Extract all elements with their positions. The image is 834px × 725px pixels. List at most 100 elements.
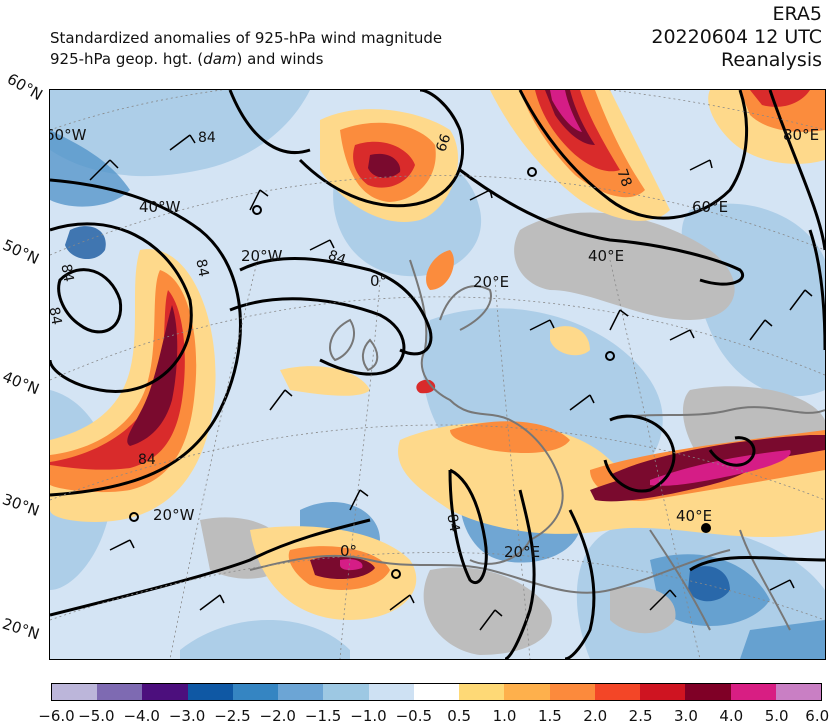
contour-ridge-west xyxy=(50,178,242,497)
lat-label-40n: 40°N xyxy=(0,367,42,399)
colorbar-tick-label: −1.0 xyxy=(350,707,387,725)
colorbar xyxy=(51,683,822,701)
lon-label-20e-north: 20°E xyxy=(473,273,510,291)
chart-title: Standardized anomalies of 925-hPa wind m… xyxy=(50,28,442,70)
colorbar-segment xyxy=(142,684,188,700)
colorbar-segment xyxy=(504,684,550,700)
dataset-label: ERA5 xyxy=(772,3,822,25)
wind-barb xyxy=(479,609,503,631)
anomaly-pos-orange xyxy=(50,90,825,590)
colorbar-tick-label: 1.0 xyxy=(492,707,517,725)
pressure-center xyxy=(252,205,262,215)
contour-84-south xyxy=(50,518,371,617)
lat-label-20n: 20°N xyxy=(0,614,42,644)
lon-label-20w-south: 20°W xyxy=(153,506,195,524)
lon-label-40e-north: 40°E xyxy=(588,247,625,265)
map-panel: 84 84 84 66 78 84 84 84 84 60°W 40°W 20°… xyxy=(49,89,826,660)
colorbar-segment xyxy=(685,684,731,700)
contour-center-84 xyxy=(239,256,433,356)
lat-label-60n: 60°N xyxy=(4,69,46,105)
colorbar-tick-label: 2.0 xyxy=(583,707,608,725)
contour-label: 84 xyxy=(198,130,216,146)
wind-barb xyxy=(609,309,629,331)
wind-barb xyxy=(649,589,677,611)
lon-label-40e-south: 40°E xyxy=(676,507,713,525)
wind-barb xyxy=(749,319,773,341)
lon-label-60e: 60°E xyxy=(692,198,729,216)
wind-barb xyxy=(349,489,369,511)
colorbar-tick-label: −0.5 xyxy=(395,707,433,725)
colorbar-segment xyxy=(278,684,324,700)
wind-barbs xyxy=(89,134,813,631)
colorbar-tick-label: 4.0 xyxy=(719,707,744,725)
pressure-center xyxy=(605,351,615,361)
coastline-europe xyxy=(329,259,564,565)
wind-barb xyxy=(789,289,813,311)
colorbar-segment xyxy=(323,684,369,700)
contour-north-ring xyxy=(228,90,311,154)
geopotential-contours xyxy=(50,90,825,659)
colorbar-segment xyxy=(730,684,776,700)
anomaly-neg-light xyxy=(50,90,825,659)
colorbar-tick-label: −5.0 xyxy=(78,707,115,725)
graticule-20n xyxy=(50,552,825,621)
colorbar-segment xyxy=(594,684,641,700)
contour-med-loop xyxy=(448,468,488,584)
title-line-2: 925-hPa geop. hgt. (dam) and winds xyxy=(50,49,442,70)
colorbar-tick-label: 1.5 xyxy=(537,707,562,725)
wind-barb xyxy=(109,539,135,551)
contour-label: 84 xyxy=(443,512,463,534)
title-unit: dam xyxy=(203,50,237,68)
anomaly-neg-mid xyxy=(50,130,825,659)
contour-label: 84 xyxy=(57,262,77,284)
pressure-center xyxy=(129,512,139,522)
contour-east-far xyxy=(768,90,825,251)
lat-label-50n: 50°N xyxy=(0,235,42,269)
wind-barb xyxy=(269,389,293,411)
graticule-50n xyxy=(50,175,825,256)
contour-asia-right xyxy=(808,229,825,351)
colorbar-segment xyxy=(187,684,233,700)
contour-east-low xyxy=(689,556,825,572)
colorbar-tick-label: −2.5 xyxy=(214,707,251,725)
coastline-mideast xyxy=(609,406,825,631)
contour-turkey xyxy=(603,414,676,493)
lat-label-30n: 30°N xyxy=(0,490,42,520)
datetime-label: 20220604 12 UTC xyxy=(651,26,822,48)
colorbar-tick-label: −1.5 xyxy=(304,707,342,725)
info-block: ERA5 20220604 12 UTC Reanalysis xyxy=(651,3,822,72)
wind-barb xyxy=(309,239,335,251)
contour-scandinavia xyxy=(298,90,465,208)
colorbar-tick-label: 3.0 xyxy=(674,707,698,725)
title-line-2-prefix: 925-hPa geop. hgt. ( xyxy=(50,50,204,68)
anomaly-pos-red xyxy=(50,90,810,470)
wind-barb xyxy=(199,594,225,611)
contour-mideast-curl xyxy=(708,436,756,467)
graticule-40n xyxy=(50,296,825,381)
lon-label-0-north: 0° xyxy=(370,272,388,290)
colorbar-tick-label: 0.5 xyxy=(447,707,472,725)
coastline-africa xyxy=(249,549,731,594)
title-line-1: Standardized anomalies of 925-hPa wind m… xyxy=(50,29,443,47)
colorbar-segment xyxy=(52,684,98,700)
colorbar-segment xyxy=(459,684,505,700)
contour-label: 84 xyxy=(138,452,156,468)
wind-barb xyxy=(89,159,119,181)
wind-barb xyxy=(769,579,795,591)
colorbar-segment xyxy=(775,684,821,700)
contour-east-north xyxy=(518,90,748,220)
wind-barb xyxy=(169,134,196,151)
wind-barb xyxy=(249,189,269,211)
colorbar-segment xyxy=(413,684,460,700)
lon-label-20e-south: 20°E xyxy=(504,543,541,561)
contour-south-trough xyxy=(564,509,596,659)
product-label: Reanalysis xyxy=(721,49,822,71)
graticule xyxy=(50,90,825,659)
contour-low-atlantic-inner xyxy=(57,268,123,334)
land-gray-africa xyxy=(200,517,676,655)
contour-central xyxy=(229,297,406,376)
contour-label: 84 xyxy=(192,257,212,279)
pressure-center xyxy=(701,523,711,533)
colorbar-tick-label: 6.0 xyxy=(805,707,830,725)
lon-label-60w: 60°W xyxy=(49,126,87,144)
